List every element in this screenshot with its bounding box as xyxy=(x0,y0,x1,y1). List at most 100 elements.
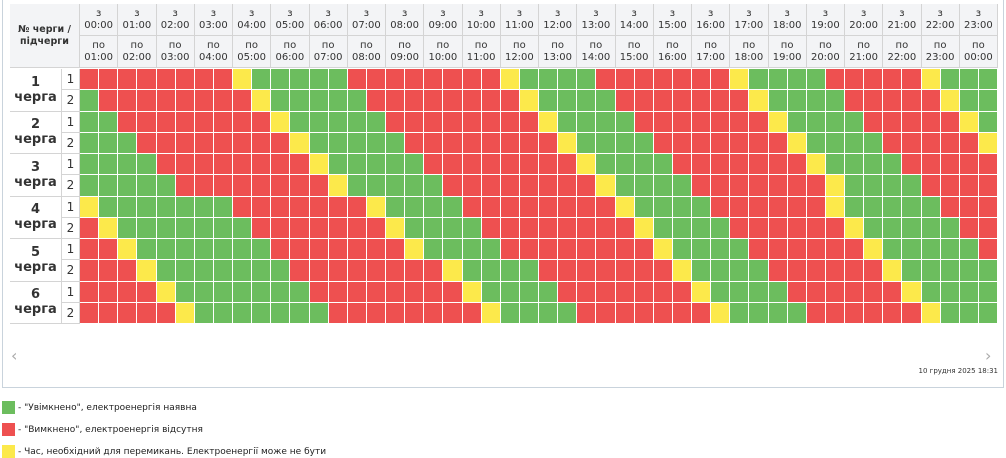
cell xyxy=(519,302,538,323)
cell xyxy=(749,281,768,302)
cell xyxy=(883,239,902,260)
cell xyxy=(519,154,538,175)
cell xyxy=(328,196,347,217)
cell xyxy=(577,281,596,302)
cell xyxy=(634,132,653,153)
cell xyxy=(768,111,787,132)
cell xyxy=(194,239,213,260)
cell xyxy=(405,132,424,153)
cell xyxy=(405,302,424,323)
cell xyxy=(366,281,385,302)
to-time: 00:00 xyxy=(963,51,993,63)
cell xyxy=(539,302,558,323)
cell xyxy=(462,154,481,175)
cell xyxy=(175,154,194,175)
cell xyxy=(424,239,443,260)
slot-from: з 08:00 xyxy=(386,4,425,36)
cell xyxy=(692,217,711,238)
cell xyxy=(481,132,500,153)
to-prefix: по xyxy=(436,39,450,51)
cell xyxy=(118,175,137,196)
cell xyxy=(80,196,99,217)
slot-to: по 03:00 xyxy=(156,36,195,68)
legend-swatch xyxy=(2,445,15,458)
cell xyxy=(825,111,844,132)
scroll-right[interactable]: › xyxy=(985,346,992,365)
scroll-left[interactable]: ‹ xyxy=(11,346,18,365)
cell xyxy=(730,69,749,90)
cell xyxy=(653,196,672,217)
cell xyxy=(634,239,653,260)
cell xyxy=(99,281,118,302)
cell xyxy=(386,217,405,238)
cell xyxy=(902,281,921,302)
cell xyxy=(424,302,443,323)
cell xyxy=(653,111,672,132)
legend-item: - "Увімкнено", електроенергія наявна xyxy=(2,401,197,414)
queue-number: 3 xyxy=(30,159,41,175)
to-time: 11:00 xyxy=(466,51,496,63)
cell xyxy=(825,196,844,217)
cell xyxy=(558,281,577,302)
cell xyxy=(252,154,271,175)
cell xyxy=(80,90,99,111)
slot-from: з 23:00 xyxy=(959,4,998,36)
cell xyxy=(500,260,519,281)
cell xyxy=(653,217,672,238)
slot-from: з 21:00 xyxy=(883,4,922,36)
cell xyxy=(768,175,787,196)
cell xyxy=(156,175,175,196)
cell xyxy=(845,154,864,175)
slot-to: по 22:00 xyxy=(883,36,922,68)
cell xyxy=(175,69,194,90)
cell xyxy=(424,217,443,238)
slot-to: по 12:00 xyxy=(500,36,539,68)
cell xyxy=(328,69,347,90)
cell xyxy=(194,69,213,90)
cell xyxy=(309,175,328,196)
cell xyxy=(233,302,252,323)
cell xyxy=(902,260,921,281)
from-time: 18:00 xyxy=(772,19,802,31)
cell xyxy=(806,281,825,302)
cell xyxy=(99,260,118,281)
cell xyxy=(99,90,118,111)
cell xyxy=(940,69,959,90)
cell xyxy=(500,281,519,302)
cell xyxy=(194,154,213,175)
cell xyxy=(156,239,175,260)
cell xyxy=(386,302,405,323)
slot-to: по 11:00 xyxy=(462,36,501,68)
cell xyxy=(80,154,99,175)
cell xyxy=(634,175,653,196)
cell xyxy=(347,90,366,111)
cell xyxy=(787,302,806,323)
cell xyxy=(519,281,538,302)
cell xyxy=(787,69,806,90)
cell xyxy=(711,260,730,281)
subqueue-number: 2 xyxy=(62,132,80,154)
cell xyxy=(806,69,825,90)
cell xyxy=(462,90,481,111)
cell xyxy=(309,260,328,281)
cell xyxy=(500,302,519,323)
cell xyxy=(883,196,902,217)
queue-number: 6 xyxy=(30,287,41,303)
cell xyxy=(252,281,271,302)
from-time: 17:00 xyxy=(734,19,764,31)
cell xyxy=(366,154,385,175)
cell xyxy=(328,260,347,281)
cell xyxy=(634,69,653,90)
cell xyxy=(309,217,328,238)
from-prefix: з xyxy=(746,7,752,19)
cell xyxy=(118,90,137,111)
cell xyxy=(730,217,749,238)
cell xyxy=(405,69,424,90)
cell xyxy=(233,217,252,238)
cell xyxy=(99,111,118,132)
from-time: 13:00 xyxy=(581,19,611,31)
cell xyxy=(347,281,366,302)
subqueue-number: 1 xyxy=(62,281,80,303)
cell xyxy=(615,281,634,302)
cell xyxy=(806,217,825,238)
